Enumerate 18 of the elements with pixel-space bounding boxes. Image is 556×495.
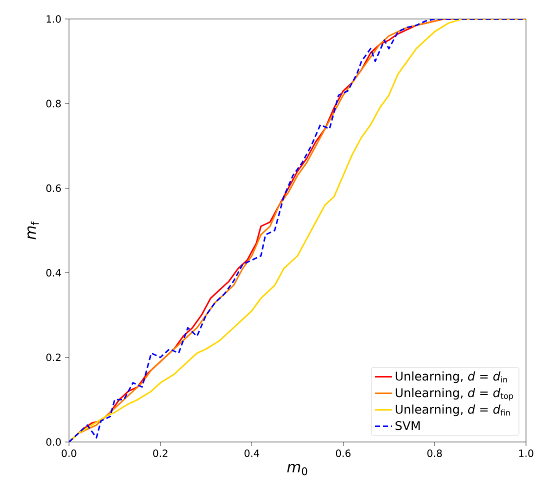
y-tick-label: 0.0 [46,438,61,446]
x-tick-label: 0.6 [336,449,351,458]
y-axis-title: m$_{f}$ [27,221,39,240]
x-tick-label: 0.0 [62,449,76,458]
x-axis-title: m$_{0}$ [287,464,308,476]
x-tick-label: 1.0 [519,449,534,458]
legend-label: Unlearning, d = d$_{fin}$ [396,404,510,416]
y-tick-label: 0.8 [46,100,61,108]
legend-label: Unlearning, d = d$_{top}$ [396,388,514,400]
x-tick-label: 0.2 [153,449,168,458]
y-tick-label: 0.6 [46,184,61,192]
legend-label: Unlearning, d = d$_{in}$ [396,371,507,383]
x-tick-label: 0.4 [244,449,260,458]
y-tick-label: 0.4 [46,269,61,277]
y-tick-label: 1.0 [46,15,61,23]
y-tick-label: 0.2 [46,354,60,362]
legend-label: SVM [396,421,420,430]
x-tick-label: 0.8 [427,449,442,458]
